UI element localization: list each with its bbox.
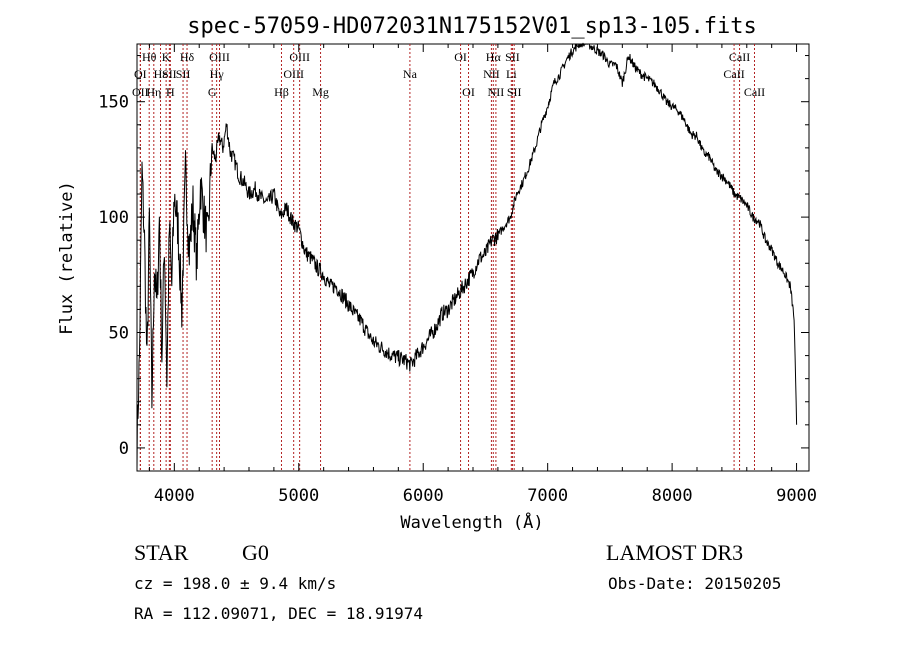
spectral-line-label: Na xyxy=(403,67,418,81)
spectral-line-label: Hθ xyxy=(142,50,157,64)
x-tick-label: 8000 xyxy=(652,486,693,506)
spectral-line-label: Hε xyxy=(154,67,168,81)
spectral-line-label: NII xyxy=(483,67,500,81)
flux-series-line xyxy=(136,42,798,469)
spectral-line-label: Hη xyxy=(146,85,161,99)
spectral-line-label: Hγ xyxy=(210,67,225,81)
spectral-line-label: OII xyxy=(132,85,149,99)
spectral-line-label: K xyxy=(162,50,171,64)
x-axis-label: Wavelength (Å) xyxy=(400,511,543,533)
spectral-line-label: CaII xyxy=(744,85,765,99)
spectral-line-label: Hβ xyxy=(274,85,289,99)
redshift-velocity: cz = 198.0 ± 9.4 km/s xyxy=(134,574,337,593)
object-type: STAR xyxy=(134,540,189,565)
y-axis-label: Flux (relative) xyxy=(57,181,77,335)
plot-frame xyxy=(136,43,810,472)
y-tick-label: 0 xyxy=(119,439,129,459)
spectral-line-label: CaII xyxy=(723,67,744,81)
x-tick-label: 6000 xyxy=(403,486,444,506)
x-tick-label: 4000 xyxy=(154,486,195,506)
spectral-line-label: OIII xyxy=(209,50,230,64)
spectral-line-label: Hα xyxy=(486,50,502,64)
spectral-line-label: SII xyxy=(505,50,520,64)
spectral-line-label: Mg xyxy=(312,85,329,99)
y-tick-label: 50 xyxy=(109,324,129,344)
spectral-line-label: SII xyxy=(176,67,191,81)
x-tick-label: 9000 xyxy=(776,486,817,506)
chart-title: spec-57059-HD072031N175152V01_sp13-105.f… xyxy=(187,14,757,39)
spectral-line-label: NII xyxy=(488,85,505,99)
spectral-line-label: OI xyxy=(462,85,475,99)
spectral-line-label: G xyxy=(208,85,217,99)
x-tick-label: 5000 xyxy=(278,486,319,506)
spectral-line-label: CaII xyxy=(729,50,750,64)
spectral-line-label: OI xyxy=(134,67,147,81)
spectral-line-label: Hδ xyxy=(180,50,195,64)
spectral-line-label: H xyxy=(166,85,175,99)
spectral-line-label: SII xyxy=(507,85,522,99)
spectral-line-label: SII xyxy=(162,67,177,81)
survey-name: LAMOST DR3 xyxy=(606,540,744,565)
spectral-line-label: OIII xyxy=(289,50,310,64)
x-tick-label: 7000 xyxy=(527,486,568,506)
observation-date: Obs-Date: 20150205 xyxy=(608,574,782,593)
y-tick-label: 150 xyxy=(98,93,129,113)
spectral-lines xyxy=(139,44,755,471)
y-tick-label: 100 xyxy=(98,208,129,228)
spectral-line-label: OI xyxy=(454,50,467,64)
axis-ticks: 4000 5000 6000 7000 8000 9000 0 50 100 150 xyxy=(98,44,817,506)
spectral-line-label: OIII xyxy=(283,67,304,81)
sky-coordinates: RA = 112.09071, DEC = 18.91974 xyxy=(134,604,423,623)
spectral-subclass: G0 xyxy=(242,540,269,565)
spectral-line-label: Li xyxy=(506,67,517,81)
